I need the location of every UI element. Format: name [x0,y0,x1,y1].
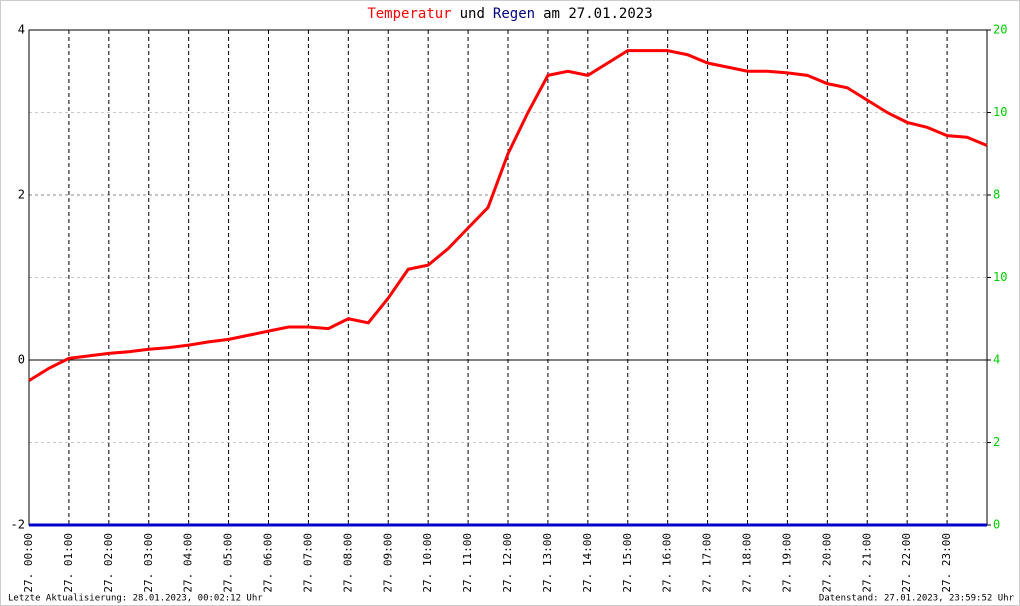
series-line [28,49,988,382]
x-tick-label: 27. 19:00 [780,533,793,593]
x-tick-label: 27. 07:00 [301,533,314,593]
y2-tick-label: 8 [993,188,1000,202]
x-tick-label: 27. 08:00 [341,533,354,593]
title-part: und [460,6,485,22]
x-tick-label: 27. 14:00 [581,533,594,593]
x-tick-label: 27. 18:00 [741,533,754,593]
x-tick-label: 27. 10:00 [421,533,434,593]
x-tick-label: 27. 22:00 [900,533,913,593]
x-tick-label: 27. 20:00 [820,533,833,593]
x-tick-label: 27. 21:00 [860,533,873,593]
x-tick-label: 27. 11:00 [461,533,474,593]
x-tick-label: 27. 17:00 [701,533,714,593]
y-tick-label: -2 [11,518,25,532]
x-tick-label: 27. 01:00 [62,533,75,593]
x-tick-label: 27. 13:00 [541,533,554,593]
y2-tick-label: 10 [993,105,1007,119]
x-tick-label: 27. 04:00 [182,533,195,593]
title-part: Regen [493,6,535,22]
footer-left: Letzte Aktualisierung: 28.01.2023, 00:02… [8,594,263,604]
y2-tick-label: 4 [993,353,1000,367]
y2-tick-label: 2 [993,435,1000,449]
y-tick-label: 2 [18,188,25,202]
x-tick-label: 27. 03:00 [142,533,155,593]
footer-right: Datenstand: 27.01.2023, 23:59:52 Uhr [819,594,1015,604]
y2-tick-label: 0 [993,518,1000,532]
x-tick-label: 27. 05:00 [222,533,235,593]
x-tick-label: 27. 12:00 [501,533,514,593]
x-tick-label: 27. 06:00 [262,533,275,593]
y2-tick-label: 10 [993,270,1007,284]
title-part: am 27.01.2023 [543,6,653,22]
chart-title: Temperatur und Regen am 27.01.2023 [367,6,652,22]
x-tick-label: 27. 09:00 [381,533,394,593]
title-part: Temperatur [367,6,451,22]
x-tick-label: 27. 02:00 [102,533,115,593]
y-tick-label: 4 [18,23,25,37]
y2-tick-label: 20 [993,23,1007,37]
x-tick-label: 27. 00:00 [22,533,35,593]
x-tick-label: 27. 23:00 [940,533,953,593]
y-tick-label: 0 [18,353,25,367]
x-tick-label: 27. 15:00 [621,533,634,593]
x-tick-label: 27. 16:00 [661,533,674,593]
